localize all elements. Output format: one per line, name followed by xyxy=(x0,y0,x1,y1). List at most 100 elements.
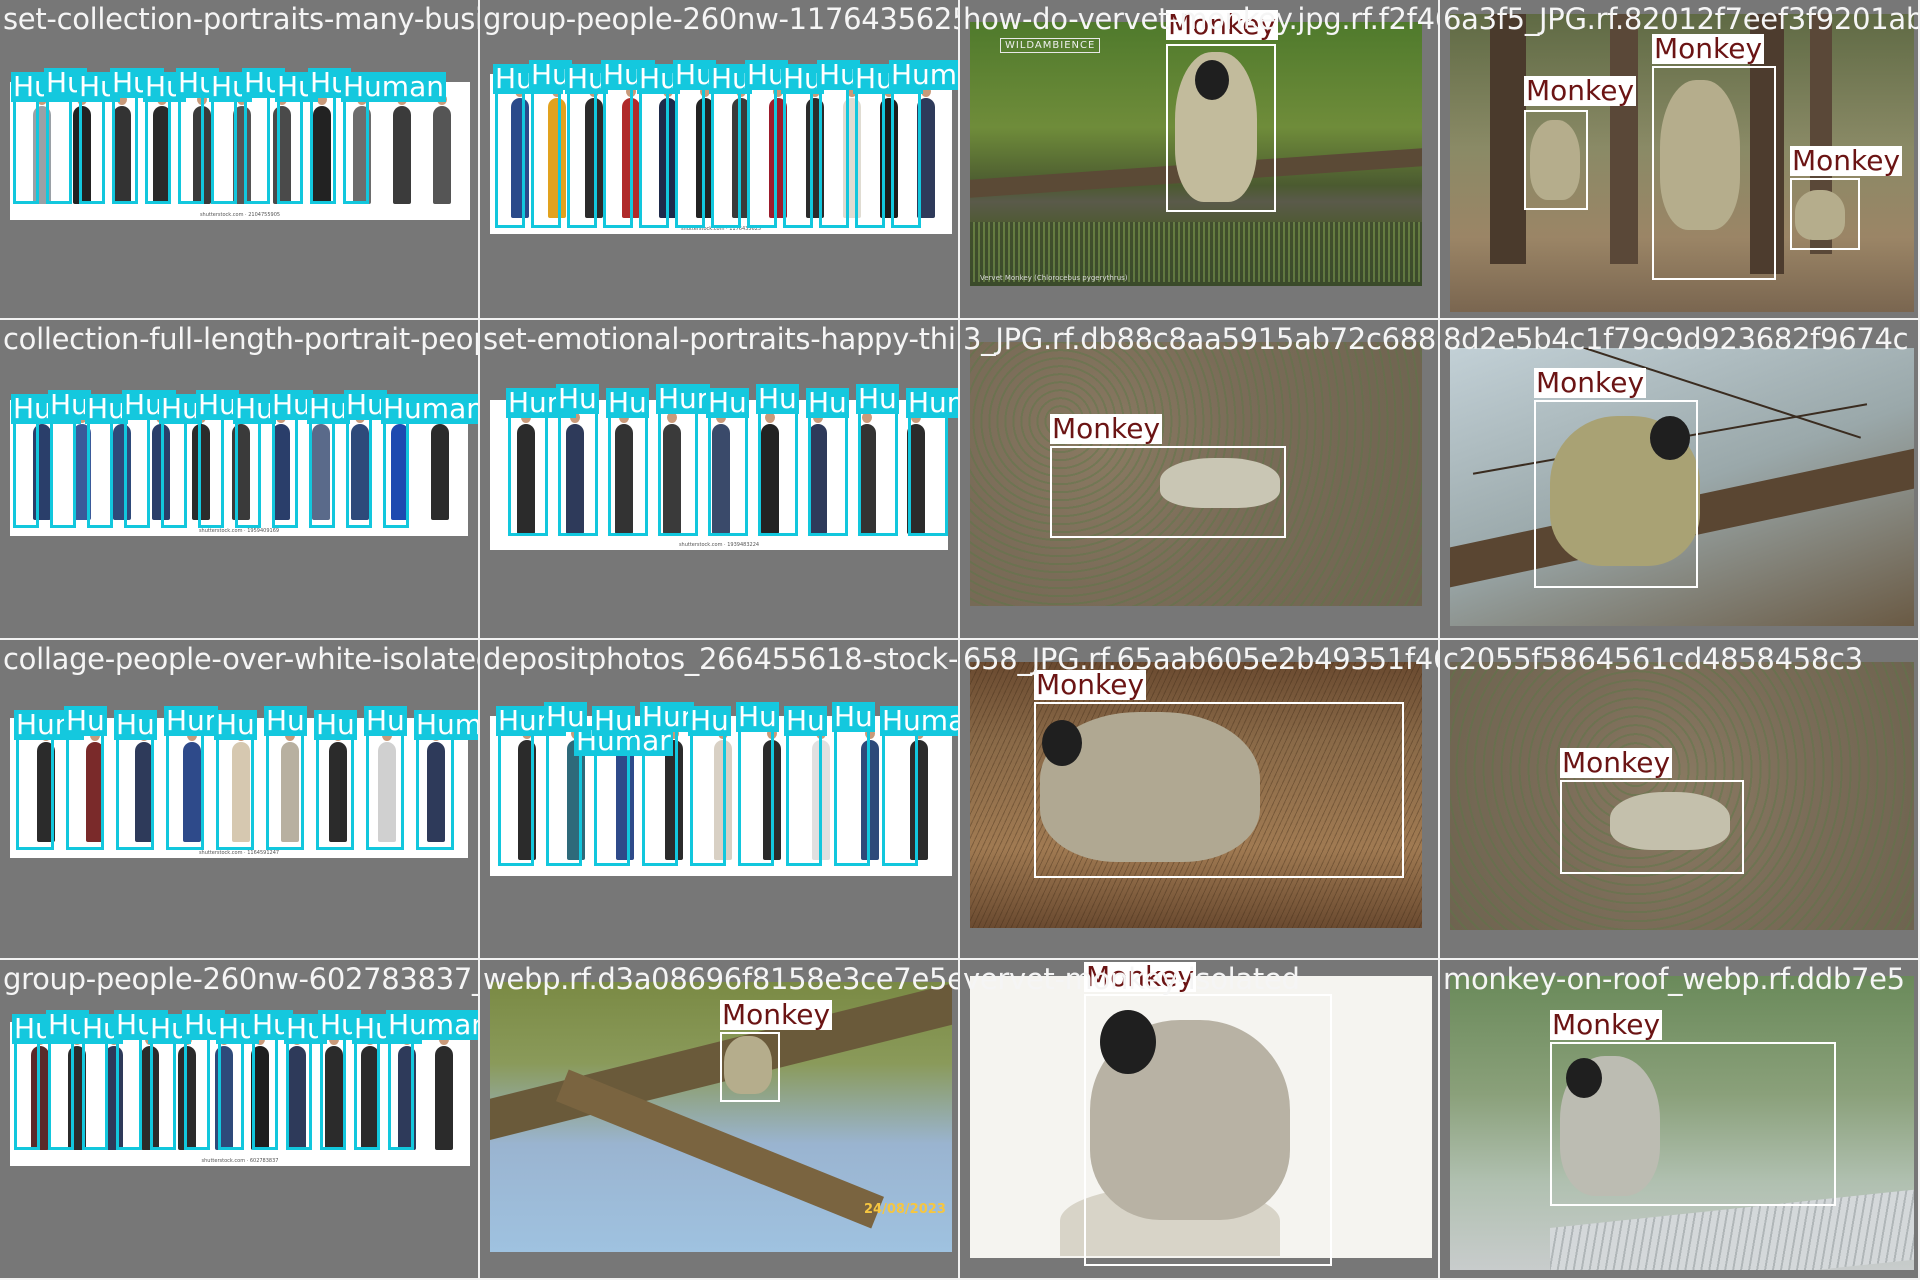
tile-title: monkey-on-roof_webp.rf.ddb7e5 xyxy=(1443,962,1905,996)
human-bbox xyxy=(316,724,354,850)
monkey-face xyxy=(1566,1058,1602,1098)
human-bbox xyxy=(145,86,171,204)
human-label: Hu xyxy=(756,382,799,415)
human-label: Hu xyxy=(233,392,276,425)
human-bbox xyxy=(79,86,105,204)
person-figure xyxy=(769,86,788,218)
human-bbox xyxy=(834,720,870,866)
monkey-face xyxy=(1042,720,1082,766)
person-figure xyxy=(760,412,779,534)
human-label: Hu xyxy=(307,392,350,425)
monkey-bbox xyxy=(1790,178,1860,250)
human-bbox xyxy=(738,720,774,866)
human-label: Hu xyxy=(806,386,849,419)
human-bbox xyxy=(277,86,303,204)
human-bbox xyxy=(711,80,741,228)
human-label: Human xyxy=(414,710,478,740)
human-bbox xyxy=(124,408,150,528)
person-figure xyxy=(434,1034,453,1150)
tile-title: collage-people-over-white-isolated-260nw xyxy=(3,642,478,676)
human-bbox xyxy=(786,720,822,866)
human-bbox xyxy=(161,408,187,528)
monkey-bbox xyxy=(1524,110,1588,210)
tile-title: set-emotional-portraits-happy-thinking xyxy=(483,322,958,356)
human-bbox xyxy=(882,720,918,866)
human-label: Hu xyxy=(565,62,608,95)
human-bbox xyxy=(310,86,336,204)
monkey-label: Monkey xyxy=(1524,74,1637,107)
tile-10[interactable]: depositphotos_266455618-stock-photo Huma… xyxy=(480,640,960,960)
human-bbox xyxy=(14,1028,40,1150)
human-label: Hu xyxy=(592,704,635,737)
person-figure xyxy=(663,412,682,534)
human-label: Hu xyxy=(745,58,788,91)
monkey-face xyxy=(1650,416,1690,460)
human-label: Hu xyxy=(688,704,731,737)
brand-logo: WILDAMBIENCE xyxy=(1000,38,1101,53)
human-bbox xyxy=(235,408,261,528)
human-bbox xyxy=(495,80,525,228)
tile-12[interactable]: c2055f5864561cd4858458c3 Monkey xyxy=(1440,640,1920,960)
people-photo xyxy=(490,716,952,876)
human-label: Hu xyxy=(781,62,824,95)
tile-14[interactable]: webp.rf.d3a08696f8158e3ce7e5e6 24/08/202… xyxy=(480,960,960,1280)
monkey-label: Monkey xyxy=(1034,668,1147,701)
tile-7[interactable]: 3_JPG.rf.db88c8aa5915ab72c6883f4 Monkey xyxy=(960,320,1440,640)
person-figure xyxy=(431,412,450,520)
tile-13[interactable]: group-people-260nw-602783837_10_JPG.rf.1… xyxy=(0,960,480,1280)
people-photo: shutterstock.com · 2104755905 xyxy=(10,82,470,220)
tile-4[interactable]: 6a3f5_JPG.rf.82012f7eef3f9201ab Monkey M… xyxy=(1440,0,1920,320)
tile-2[interactable]: group-people-260nw-1176435625_webp.rf.a … xyxy=(480,0,960,320)
tile-11[interactable]: 658_JPG.rf.65aab605e2b49351f465 Monkey xyxy=(960,640,1440,960)
person-figure xyxy=(861,728,880,860)
human-bbox xyxy=(855,80,885,228)
human-bbox xyxy=(150,1028,176,1150)
tile-title: 8d2e5b4c1f79c9d923682f9674c xyxy=(1443,322,1909,356)
human-bbox xyxy=(48,1028,74,1150)
tile-1[interactable]: set-collection-portraits-many-business s… xyxy=(0,0,480,320)
tile-title: 658_JPG.rf.65aab605e2b49351f465 xyxy=(963,642,1440,676)
tile-title: 6a3f5_JPG.rf.82012f7eef3f9201ab xyxy=(1443,2,1920,36)
tile-5[interactable]: collection-full-length-portrait-people s… xyxy=(0,320,480,640)
tile-title: 3_JPG.rf.db88c8aa5915ab72c6883f4 xyxy=(963,322,1440,356)
tile-3[interactable]: how-do-vervet-monkey.jpg.rf.f2f4607daf74… xyxy=(960,0,1440,320)
tile-16[interactable]: monkey-on-roof_webp.rf.ddb7e5 Monkey xyxy=(1440,960,1920,1280)
human-bbox xyxy=(758,408,798,536)
human-label: Human xyxy=(889,60,958,90)
human-label: Hu xyxy=(159,392,202,425)
tile-6[interactable]: set-emotional-portraits-happy-thinking s… xyxy=(480,320,960,640)
human-label: Hu xyxy=(85,392,128,425)
human-label: Hu xyxy=(832,700,875,733)
tile-8[interactable]: 8d2e5b4c1f79c9d923682f9674c Monkey xyxy=(1440,320,1920,640)
monkey-bbox xyxy=(1050,446,1286,538)
human-bbox xyxy=(531,80,561,228)
human-bbox xyxy=(320,1028,346,1150)
monkey xyxy=(1795,190,1845,240)
human-label: Hu xyxy=(529,58,572,91)
person-figure xyxy=(433,94,451,204)
human-bbox xyxy=(603,80,633,228)
human-bbox xyxy=(808,408,848,536)
watermark: shutterstock.com · 602783837 xyxy=(201,1158,279,1164)
monkey-bbox xyxy=(1534,400,1698,588)
human-label: Hu xyxy=(673,58,716,91)
human-bbox xyxy=(819,80,849,228)
human-label: Hu xyxy=(736,700,779,733)
people-photo: shutterstock.com · 1939483224 xyxy=(490,400,948,550)
tile-15[interactable]: vervet-monkey-isolated Monkey xyxy=(960,960,1440,1280)
human-bbox xyxy=(388,1028,414,1150)
tile-9[interactable]: collage-people-over-white-isolated-260nw… xyxy=(0,640,480,960)
monkey-face xyxy=(1100,1010,1156,1074)
human-bbox xyxy=(675,80,705,228)
human-label: Hu xyxy=(264,704,307,737)
monkey-label: Monkey xyxy=(1084,960,1197,993)
human-bbox xyxy=(658,408,698,536)
human-bbox xyxy=(891,80,921,228)
human-label: Human xyxy=(341,70,446,103)
human-bbox xyxy=(783,80,813,228)
watermark: shutterstock.com · 1164591247 xyxy=(198,850,280,856)
human-label: Hu xyxy=(637,62,680,95)
human-bbox xyxy=(747,80,777,228)
human-label: Human xyxy=(880,706,958,736)
